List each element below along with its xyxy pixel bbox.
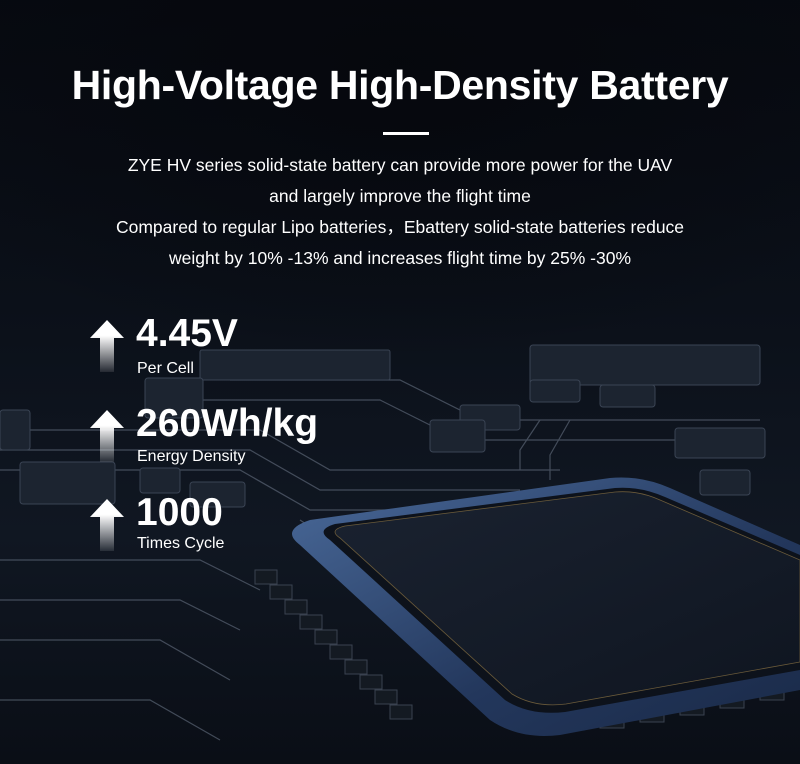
arrow-up-icon <box>90 410 124 462</box>
title-divider <box>383 132 429 135</box>
spec-label: Energy Density <box>137 448 246 465</box>
spec-value: 4.45V <box>136 312 238 355</box>
description-line: Compared to regular Lipo batteries，Ebatt… <box>115 217 685 237</box>
spec-value: 260Wh/kg <box>136 402 319 445</box>
description-line: and largely improve the flight time <box>269 186 531 206</box>
description-line: weight by 10% -13% and increases flight … <box>168 248 632 268</box>
spec-label: Per Cell <box>137 360 194 377</box>
spec-label: Times Cycle <box>137 535 225 552</box>
processor-chip <box>292 477 800 736</box>
page-title: High-Voltage High-Density Battery <box>71 62 729 108</box>
arrow-up-icon <box>90 320 124 372</box>
description-line: ZYE HV series solid-state battery can pr… <box>127 155 673 175</box>
arrow-up-icon <box>90 499 124 551</box>
description: ZYE HV series solid-state battery can pr… <box>0 150 800 274</box>
spec-value: 1000 <box>136 491 223 534</box>
